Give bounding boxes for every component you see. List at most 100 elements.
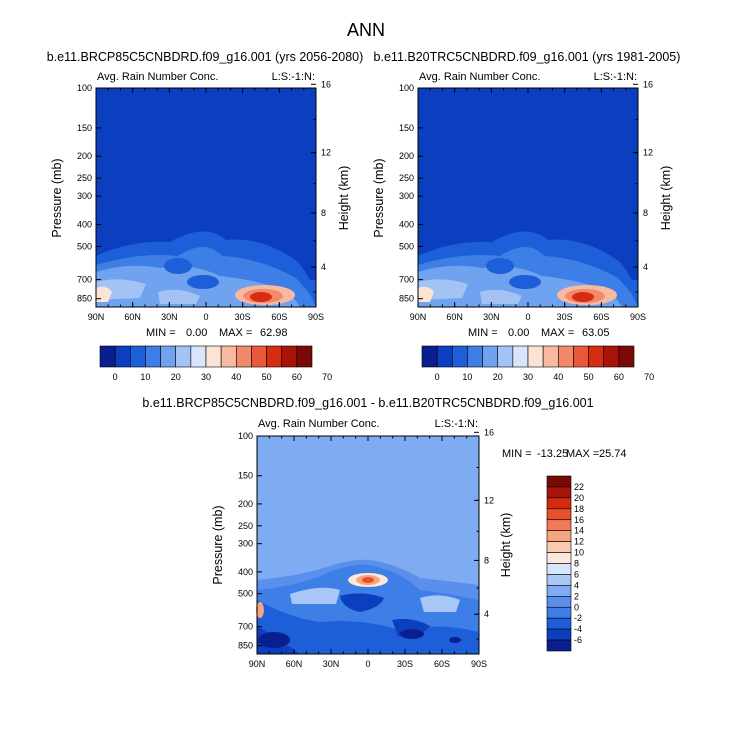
panel-2-colorbar-label: 40 (553, 372, 563, 382)
panel-2-colorbar-swatch (542, 345, 559, 368)
panel-3-colorbar-label: 10 (574, 548, 584, 558)
panel-1-colorbar-swatch (281, 345, 298, 368)
panel-3-colorbar-swatch (546, 639, 572, 652)
panel-3-y2label: Height (km) (499, 513, 513, 578)
panel-3-ytick-label: 700 (238, 622, 253, 632)
panel-2-xtick-label: 30N (483, 312, 500, 322)
panel-1-xtick-label: 0 (203, 312, 208, 322)
panel-1-colorbar-swatch (220, 345, 237, 368)
panel-3-colorbar-swatch (546, 530, 572, 542)
panel-2-min-label: MIN = (468, 327, 498, 339)
panel-1-ytick-label: 250 (77, 173, 92, 183)
panel-3-colorbar-swatch (546, 519, 572, 531)
panel-2-colorbar-swatch (497, 345, 514, 368)
panel-2-colorbar: 0 10 20 30 40 50 60 70 (421, 345, 654, 382)
panel-2-xtick-label: 60N (446, 312, 463, 322)
panel-3-y2tick-label: 4 (484, 609, 489, 619)
panel-3-xtick-label: 90S (471, 659, 487, 669)
panel-1-xtick-label: 30N (161, 312, 178, 322)
panel-3-ytick-label: 250 (238, 521, 253, 531)
panel-2-xtick-label: 0 (525, 312, 530, 322)
panel-1-colorbar-swatch (251, 345, 267, 368)
panel-3-colorbar-swatch (546, 574, 572, 586)
panel-1-y2tick-label: 8 (321, 208, 326, 218)
panel-3-min-value: -13.25 (537, 448, 568, 460)
panel-3-y2tick-label: 16 (484, 427, 494, 437)
panel-1-xtick-label: 60S (271, 312, 287, 322)
panel-3-xtick-label: 90N (249, 659, 266, 669)
panel-2-min-value: 0.00 (508, 327, 529, 339)
panel-2-ytick-label: 700 (399, 275, 414, 285)
panel-2-ytick-label: 400 (399, 219, 414, 229)
panel-3-colorbar-label: 12 (574, 537, 584, 547)
panel-2-xtick-label: 90S (630, 312, 646, 322)
panel-3-field (256, 436, 479, 654)
panel-2-colorbar-swatch (421, 345, 438, 368)
panel-3-colorbar-swatch (546, 552, 572, 564)
panel-1-colorbar-swatch (114, 345, 131, 368)
panel-1-ytick-label: 700 (77, 275, 92, 285)
panel-3-y2tick-label: 8 (484, 555, 489, 565)
panel-1-xtick-label: 60N (124, 312, 141, 322)
panel-3-colorbar-swatch (546, 617, 572, 630)
panel-2-y2label: Height (km) (659, 166, 673, 231)
panel-3-colorbar-swatch (546, 497, 572, 510)
panel-3-colorbar-label: 20 (574, 493, 584, 503)
panel-2-ytick-label: 500 (399, 241, 414, 251)
panel-2-colorbar-label: 50 (584, 372, 594, 382)
panel-3-colorbar-label: 0 (574, 602, 579, 612)
panel-2-xtick-label: 60S (593, 312, 609, 322)
panel-3-colorbar-label: 8 (574, 559, 579, 569)
panel-2-colorbar-label: 60 (614, 372, 624, 382)
panel-3-colorbar-label: 22 (574, 482, 584, 492)
panel-3-colorbar-swatch (546, 563, 572, 575)
panel-3-ylabel: Pressure (mb) (211, 505, 225, 584)
panel-2-colorbar-swatch (618, 345, 635, 368)
panel-3-colorbar-swatch (546, 596, 572, 608)
panel-2-colorbar-swatch (603, 345, 620, 368)
panel-2-ytick-label: 850 (399, 294, 414, 304)
panel-3-xtick-label: 30N (323, 659, 340, 669)
panel-3-colorbar-label: 14 (574, 526, 584, 536)
panel-3-ytick-label: 100 (238, 431, 253, 441)
panel-3-xtick-label: 30S (397, 659, 413, 669)
panel-2-ytick-label: 100 (399, 83, 414, 93)
panel-3-colorbar-label: 4 (574, 580, 579, 590)
panel-3-colorbar-label: 2 (574, 591, 579, 601)
panel-3-y2tick-label: 12 (484, 495, 494, 505)
panel-2-title: b.e11.B20TRC5CNBDRD.f09_g16.001 (yrs 198… (374, 50, 681, 64)
panel-1-ytick-label: 850 (77, 294, 92, 304)
panel-1-ytick-label: 200 (77, 151, 92, 161)
panel-2-colorbar-label: 70 (644, 372, 654, 382)
panel-3-max-value: 25.74 (599, 448, 627, 460)
panel-2-colorbar-label: 30 (523, 372, 533, 382)
panel-2: b.e11.B20TRC5CNBDRD.f09_g16.001 (yrs 198… (372, 50, 680, 382)
panel-2-units-label: L:S:-1:N: (594, 71, 637, 83)
panel-2-ytick-label: 200 (399, 151, 414, 161)
panel-1-colorbar: 0 10 20 30 40 50 60 70 (99, 345, 332, 382)
panel-1-ytick-label: 400 (77, 219, 92, 229)
panel-2-colorbar-swatch (482, 345, 499, 368)
panel-2-xtick-label: 90N (410, 312, 427, 322)
panel-1: b.e11.BRCP85C5CNBDRD.f09_g16.001 (yrs 20… (47, 50, 364, 382)
panel-2-axes: 90N 60N 30N 0 30S 60S 90S 100 150 200 250 300 400 500… (399, 79, 653, 322)
panel-1-xtick-label: 30S (235, 312, 251, 322)
panel-3-ytick-label: 850 (238, 641, 253, 651)
panel-1-units-label: L:S:-1:N: (272, 71, 315, 83)
panel-1-colorbar-swatch (266, 345, 283, 368)
panel-2-colorbar-label: 0 (435, 372, 440, 382)
panel-1-min-label: MIN = (146, 327, 176, 339)
panel-1-colorbar-label: 70 (322, 372, 332, 382)
panel-1-max-value: 62.98 (260, 327, 288, 339)
panel-1-ytick-label: 500 (77, 241, 92, 251)
panel-1-colorbar-swatch (99, 345, 116, 368)
panel-2-max-value: 63.05 (582, 327, 610, 339)
panel-3-colorbar-swatch (546, 475, 572, 488)
panel-3-colorbar-swatch (546, 541, 572, 553)
panel-3-axes: 90N 60N 30N 0 30S 60S 90S 100 150 200 250 300 400 500… (238, 427, 494, 669)
panel-3-colorbar-label: -4 (574, 624, 582, 634)
panel-2-colorbar-swatch (467, 345, 483, 368)
panel-3-colorbar-swatch (546, 486, 572, 499)
panel-3-field-label: Avg. Rain Number Conc. (258, 418, 379, 430)
